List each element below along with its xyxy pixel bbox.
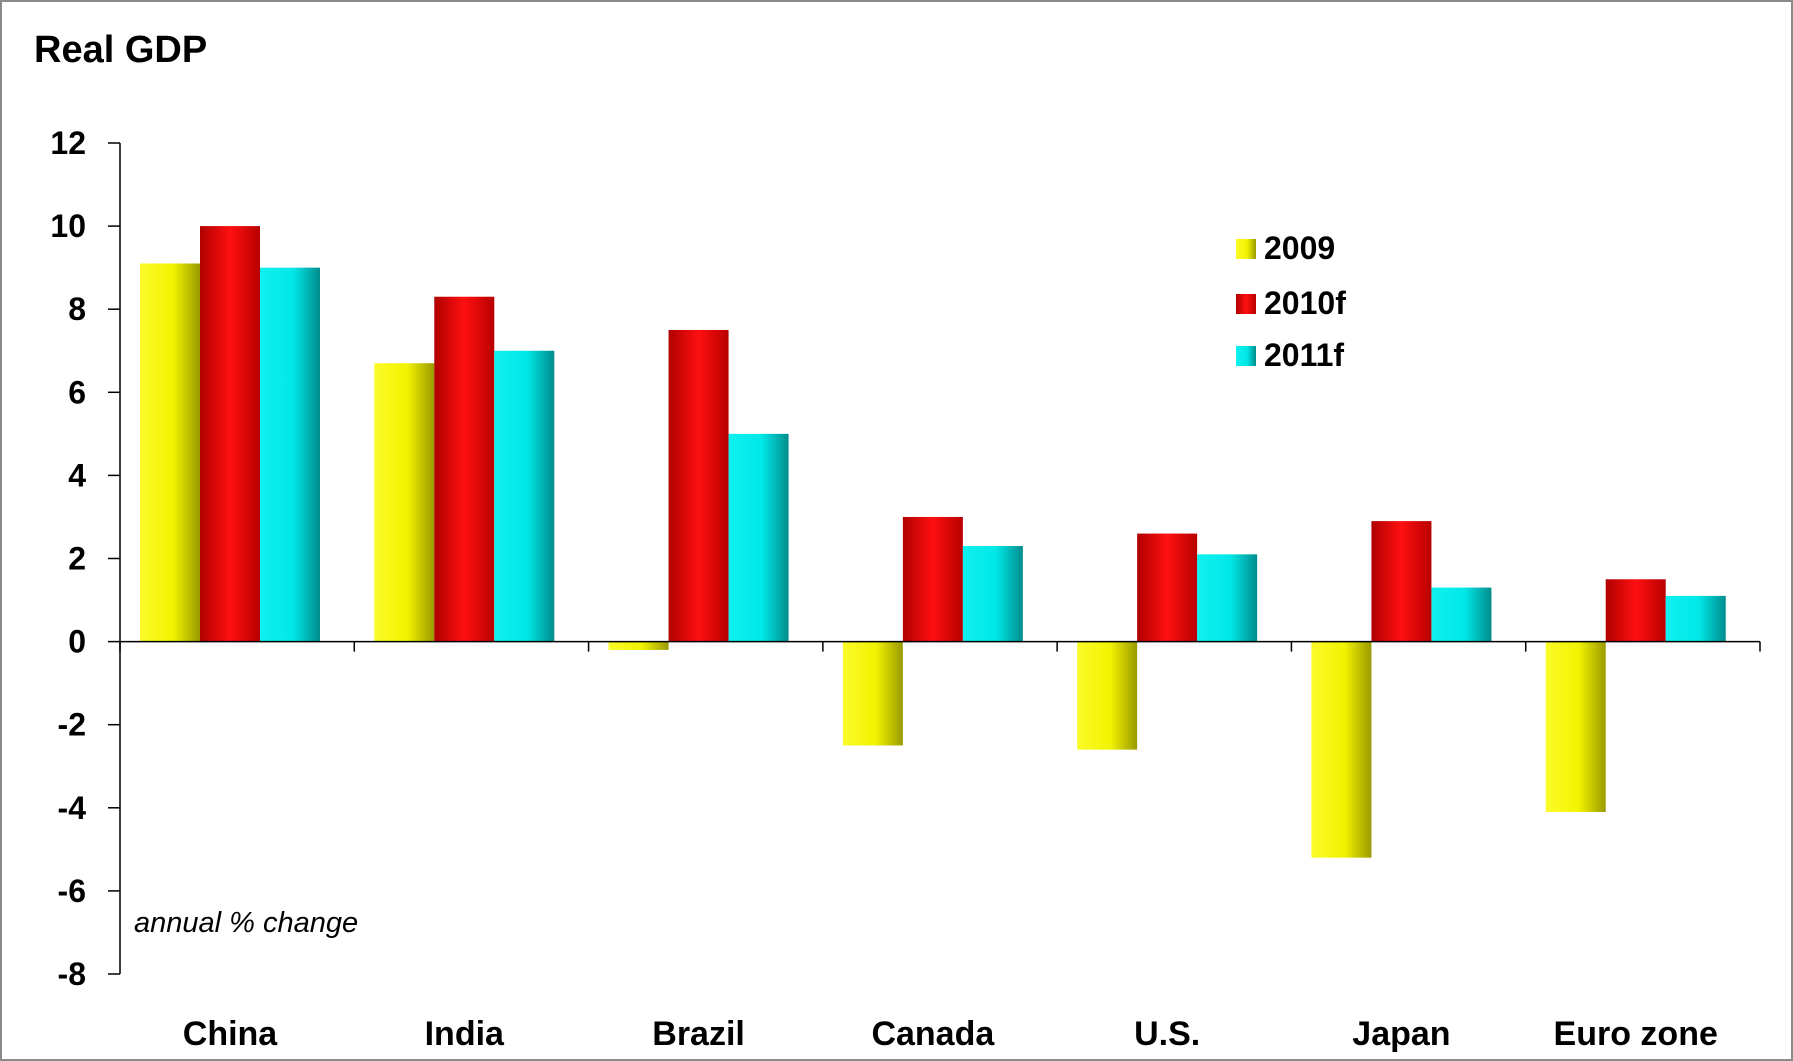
bar-japan-2009 (1311, 641, 1372, 858)
y-tick-label: 2 (68, 541, 86, 577)
y-tick-label: -8 (58, 956, 86, 992)
bar-u-s-2009 (1077, 641, 1138, 750)
bar-china-2010f (200, 226, 260, 642)
category-label-japan: Japan (1352, 1015, 1450, 1053)
bar-japan-2011f (1431, 587, 1492, 642)
y-tick-label: 10 (50, 208, 86, 244)
bars-group (140, 226, 1726, 858)
y-tick-label: 4 (68, 457, 86, 493)
bar-euro-zone-2010f (1605, 579, 1666, 642)
bar-euro-zone-2011f (1665, 595, 1726, 642)
category-label-india: India (425, 1015, 505, 1053)
legend-swatch-2009 (1236, 239, 1256, 259)
legend-swatch-2011f (1236, 346, 1256, 366)
y-tick-label: 6 (68, 374, 86, 410)
legend-swatch-2010f (1236, 294, 1256, 314)
bar-u-s-2011f (1197, 554, 1258, 642)
y-tick-label: 8 (68, 291, 86, 327)
category-label-u-s: U.S. (1134, 1015, 1200, 1053)
chart-title: Real GDP (34, 29, 207, 71)
bar-canada-2010f (902, 516, 963, 642)
y-tick-label: -6 (58, 873, 86, 909)
category-label-brazil: Brazil (652, 1015, 745, 1053)
legend-label-2010f: 2010f (1264, 285, 1346, 321)
bar-euro-zone-2009 (1545, 641, 1606, 812)
category-label-china: China (183, 1015, 279, 1053)
category-label-euro-zone: Euro zone (1554, 1015, 1718, 1053)
bar-brazil-2011f (728, 433, 789, 642)
bar-brazil-2009 (608, 641, 669, 650)
bar-india-2009 (374, 363, 435, 642)
bar-canada-2011f (962, 546, 1023, 642)
bar-japan-2010f (1371, 521, 1432, 642)
bar-china-2011f (260, 267, 320, 642)
y-tick-labels: 12 10 8 6 4 2 0 -2 -4 -6 -8 (50, 125, 120, 992)
bar-brazil-2010f (668, 329, 729, 642)
y-tick-label: 12 (50, 125, 86, 161)
bar-india-2011f (494, 350, 555, 642)
axis-note: annual % change (134, 907, 358, 939)
legend-label-2009: 2009 (1264, 230, 1335, 266)
x-category-labels: China India Brazil Canada U.S. Japan Euro zone (183, 1015, 1718, 1053)
bar-india-2010f (434, 296, 495, 642)
y-tick-label: 0 (68, 624, 86, 660)
y-tick-label: -2 (58, 707, 86, 743)
category-label-canada: Canada (871, 1015, 995, 1053)
legend: 2009 2010f 2011f (1236, 230, 1346, 373)
bar-canada-2009 (842, 641, 903, 746)
y-tick-label: -4 (58, 790, 87, 826)
bar-china-2009 (140, 263, 200, 642)
bar-u-s-2010f (1137, 533, 1198, 642)
legend-label-2011f: 2011f (1264, 337, 1344, 373)
